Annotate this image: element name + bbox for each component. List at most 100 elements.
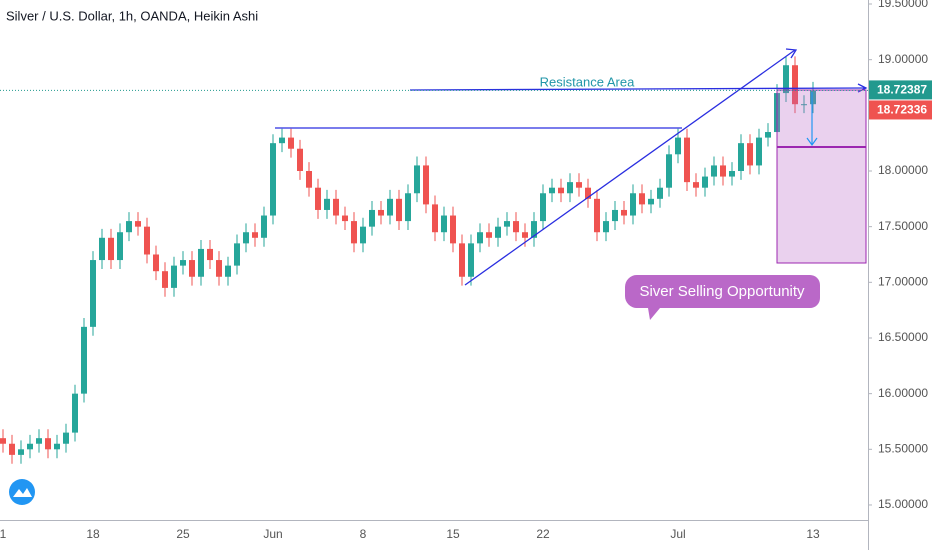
candle-body bbox=[621, 209, 627, 216]
x-tick-label: 25 bbox=[176, 527, 190, 541]
candle-body bbox=[180, 260, 186, 266]
candle-body bbox=[594, 198, 600, 233]
candle-body bbox=[414, 165, 420, 194]
candle-body bbox=[702, 176, 708, 188]
candle-body bbox=[63, 432, 69, 444]
candle-body bbox=[90, 260, 96, 327]
candle-body bbox=[261, 215, 267, 238]
candle-body bbox=[711, 165, 717, 177]
arrow-head bbox=[857, 83, 868, 93]
resistance-line bbox=[409, 87, 867, 91]
chart-title: Silver / U.S. Dollar, 1h, OANDA, Heikin … bbox=[6, 8, 258, 23]
candle-body bbox=[126, 221, 132, 233]
candle-body bbox=[324, 198, 330, 210]
candle-body bbox=[99, 237, 105, 261]
y-tick-label: 17.00000 bbox=[878, 274, 928, 288]
candle-body bbox=[720, 165, 726, 177]
x-tick-label: 18 bbox=[86, 527, 100, 541]
candle-body bbox=[765, 132, 771, 138]
candle-body bbox=[450, 215, 456, 244]
callout bbox=[625, 275, 820, 320]
candle-body bbox=[630, 193, 636, 216]
candle-body bbox=[216, 260, 222, 277]
arrow-head bbox=[785, 48, 798, 59]
candle-body bbox=[135, 221, 141, 227]
candle-body bbox=[108, 237, 114, 261]
candle-body bbox=[603, 221, 609, 233]
candle-body bbox=[738, 143, 744, 171]
candle-body bbox=[504, 221, 510, 227]
candle-body bbox=[306, 170, 312, 188]
candle-body bbox=[0, 438, 6, 444]
candle-body bbox=[18, 449, 24, 455]
candle-body bbox=[27, 443, 33, 450]
callout-text: Siver Selling Opportunity bbox=[639, 283, 805, 300]
logo-mark bbox=[13, 488, 32, 497]
x-tick-label: Jun bbox=[263, 527, 282, 541]
candle-body bbox=[747, 143, 753, 166]
candle-body bbox=[396, 198, 402, 222]
candle-body bbox=[495, 226, 501, 238]
candle-body bbox=[549, 187, 555, 194]
plot bbox=[0, 56, 816, 464]
candle-body bbox=[801, 104, 807, 106]
candle-body bbox=[270, 143, 276, 216]
candle-body bbox=[486, 232, 492, 238]
candle-body bbox=[369, 209, 375, 227]
x-tick-label: 15 bbox=[446, 527, 460, 541]
candle-body bbox=[531, 221, 537, 238]
candle-body bbox=[117, 232, 123, 261]
candle-body bbox=[540, 193, 546, 222]
logo bbox=[9, 479, 35, 505]
candle-body bbox=[639, 193, 645, 205]
candle-body bbox=[378, 209, 384, 216]
candle-body bbox=[756, 137, 762, 166]
candle-body bbox=[81, 326, 87, 394]
candle-body bbox=[207, 248, 213, 261]
candle-body bbox=[684, 137, 690, 183]
candle-body bbox=[783, 65, 789, 94]
logo-circle bbox=[9, 479, 35, 505]
candle-body bbox=[432, 204, 438, 233]
candle-body bbox=[360, 226, 366, 244]
drawings: Siver Selling Opportunity Resistance Are… bbox=[275, 48, 868, 320]
candle-body bbox=[612, 209, 618, 222]
arrow-head bbox=[806, 137, 818, 147]
candle-body bbox=[72, 393, 78, 433]
candle-body bbox=[729, 170, 735, 177]
candle-body bbox=[333, 198, 339, 216]
candle-body bbox=[459, 243, 465, 277]
x-tick-label: Jul bbox=[670, 527, 685, 541]
x-tick-label: 8 bbox=[360, 527, 367, 541]
candle-body bbox=[45, 438, 51, 450]
candle-body bbox=[243, 232, 249, 244]
candle-body bbox=[441, 215, 447, 233]
candle-body bbox=[288, 137, 294, 149]
candle-body bbox=[171, 265, 177, 288]
candle-body bbox=[9, 443, 15, 455]
candle-body bbox=[162, 271, 168, 288]
y-tick-label: 15.50000 bbox=[878, 441, 928, 455]
price-badge bbox=[869, 100, 932, 120]
candle-body bbox=[342, 215, 348, 222]
candle-body bbox=[153, 254, 159, 272]
y-tick-label: 16.00000 bbox=[878, 386, 928, 400]
x-tick-label: 1 bbox=[0, 527, 7, 541]
candle-body bbox=[423, 165, 429, 205]
y-tick-label: 19.00000 bbox=[878, 52, 928, 66]
y-tick-label: 19.50000 bbox=[878, 0, 928, 10]
candle-body bbox=[234, 243, 240, 266]
annotation: Resistance Area bbox=[540, 74, 635, 89]
candle-body bbox=[405, 193, 411, 222]
price-badge bbox=[869, 80, 932, 100]
candle-body bbox=[297, 148, 303, 171]
candle-body bbox=[513, 221, 519, 233]
candle-body bbox=[225, 265, 231, 277]
candle-body bbox=[252, 232, 258, 238]
y-tick-label: 15.00000 bbox=[878, 497, 928, 511]
candle-body bbox=[36, 438, 42, 444]
candle-body bbox=[792, 65, 798, 105]
candle-body bbox=[558, 187, 564, 194]
candle-body bbox=[585, 187, 591, 199]
